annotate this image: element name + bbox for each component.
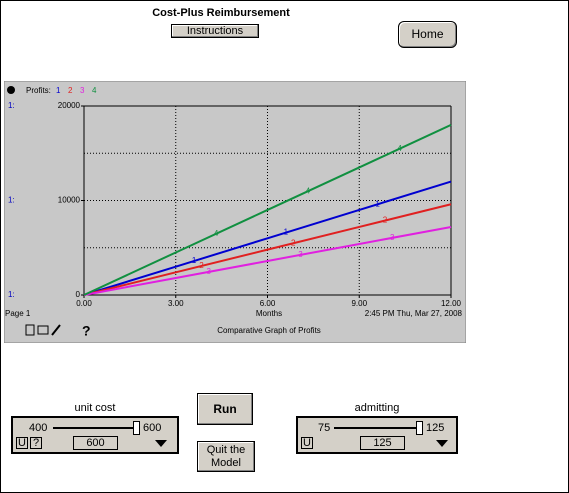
slider-track	[53, 427, 137, 429]
u-button[interactable]: U	[16, 437, 28, 449]
slider-max: 600	[143, 422, 162, 434]
legend-entry: 4	[92, 86, 97, 95]
u-button[interactable]: U	[301, 437, 313, 449]
slider-thumb[interactable]	[133, 421, 140, 435]
series-line	[83, 203, 452, 296]
dropdown-arrow[interactable]	[436, 440, 448, 447]
x-tick-label: 0.00	[76, 299, 92, 308]
x-axis-label: Months	[256, 309, 282, 318]
page-label: Page 1	[5, 309, 31, 318]
wand-icon[interactable]	[51, 324, 61, 336]
slider-value[interactable]: 125	[360, 436, 405, 450]
graph-icon[interactable]	[7, 86, 15, 94]
unit-cost-label: unit cost	[74, 402, 116, 414]
help-button[interactable]: ?	[30, 437, 42, 449]
home-button[interactable]: Home	[398, 21, 457, 48]
legend-entry: 1	[56, 86, 61, 95]
slider-value[interactable]: 600	[73, 436, 118, 450]
series-line	[83, 180, 452, 296]
y-tick-label: 20000	[58, 101, 81, 110]
timestamp: 2:45 PM Thu, Mar 27, 2008	[365, 309, 463, 318]
slider-max: 125	[426, 422, 445, 434]
y-axis-prefix: 1:	[8, 196, 15, 205]
series-marker: 3	[207, 267, 212, 276]
slider-min: 400	[29, 422, 48, 434]
series-marker: 1	[284, 228, 289, 237]
unit-cost-slider[interactable]: 400 600 U ? 600	[11, 416, 179, 454]
y-axis-prefix: 1:	[8, 290, 15, 299]
series-marker: 2	[291, 238, 296, 247]
dropdown-arrow[interactable]	[155, 440, 167, 447]
lock-icon[interactable]	[25, 324, 35, 336]
quit-button[interactable]: Quit the Model	[197, 441, 255, 472]
series-marker: 2	[199, 261, 204, 270]
series-marker: 4	[306, 186, 311, 195]
series-marker: 1	[192, 256, 197, 265]
series-marker: 4	[397, 144, 402, 153]
x-tick-label: 6.00	[260, 299, 276, 308]
print-icon[interactable]	[37, 325, 49, 335]
slider-min: 75	[318, 422, 331, 434]
admitting-label: admitting	[354, 402, 400, 414]
y-axis-prefix: 1:	[8, 101, 15, 110]
legend-entry: 2	[68, 86, 73, 95]
x-tick-label: 3.00	[168, 299, 184, 308]
instructions-button[interactable]: Instructions	[171, 24, 259, 38]
x-tick-label: 9.00	[351, 299, 367, 308]
series-marker: 4	[214, 229, 219, 238]
legend-title: Profits:	[26, 86, 51, 95]
series-marker: 3	[390, 233, 395, 242]
slider-thumb[interactable]	[416, 421, 423, 435]
slider-track	[334, 427, 422, 429]
x-tick-label: 12.00	[441, 299, 462, 308]
y-tick-label: 0	[76, 290, 81, 299]
series-line	[83, 225, 452, 296]
graph-background	[4, 81, 466, 343]
series-marker: 2	[383, 216, 388, 225]
legend-entry: 3	[80, 86, 85, 95]
y-tick-label: 10000	[58, 196, 81, 205]
run-button[interactable]: Run	[197, 393, 253, 425]
plot: 0 1: 10000 1: 20000 1: 0.00 3.00 6.00 9.00 12.00 1 1…	[8, 101, 462, 308]
series-marker: 1	[375, 199, 380, 208]
admitting-slider[interactable]: 75 125 U 125	[296, 416, 458, 454]
title: Cost-Plus Reimbursement	[152, 7, 290, 19]
caption: Comparative Graph of Profits	[217, 326, 321, 335]
series-line	[83, 123, 452, 296]
help-icon[interactable]: ?	[82, 323, 91, 339]
series-marker: 3	[298, 250, 303, 259]
